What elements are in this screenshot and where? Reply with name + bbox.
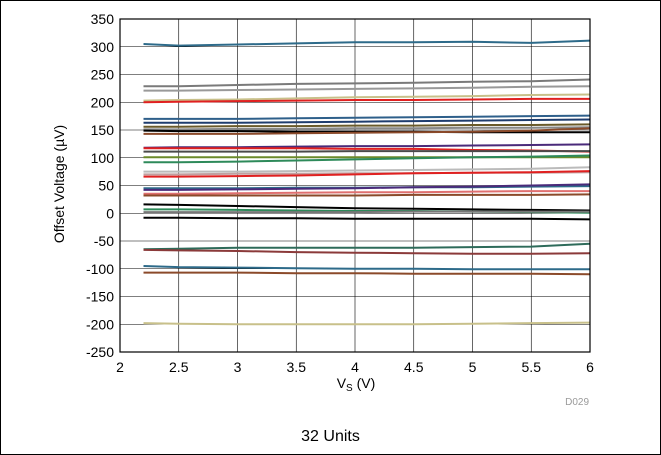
- series-line-21: [143, 183, 591, 191]
- series-line-24: [143, 203, 591, 212]
- y-tick-label: -150: [86, 289, 114, 305]
- y-tick-label: -250: [86, 344, 114, 360]
- series-line-27: [143, 216, 591, 221]
- y-tick-label: 200: [91, 94, 115, 110]
- series-line-31: [143, 271, 591, 276]
- x-axis-label: VS (V): [337, 375, 376, 394]
- x-tick-label: 4.5: [404, 359, 424, 375]
- x-tick-label: 2.5: [169, 359, 189, 375]
- y-tick-label: -200: [86, 316, 114, 332]
- series-line-16: [143, 154, 591, 164]
- series-line-32: [143, 321, 591, 326]
- series-line-9: [143, 126, 591, 131]
- x-tick-label: 3.5: [287, 359, 307, 375]
- figure-code: D029: [565, 397, 589, 408]
- series-line-12: [143, 143, 591, 149]
- x-axis-label-unit: (V): [353, 375, 376, 391]
- plot-area-border: [119, 18, 591, 353]
- y-tick-label: 350: [91, 11, 115, 27]
- series-line-6: [143, 114, 591, 120]
- series-line-17: [143, 166, 591, 173]
- x-axis-label-main: V: [337, 375, 347, 391]
- series-line-7: [143, 118, 591, 124]
- x-tick-label: 6: [586, 359, 594, 375]
- x-tick-label: 3: [234, 359, 242, 375]
- series-line-4: [143, 93, 591, 102]
- x-tick-label: 4: [351, 359, 359, 375]
- series-line-3: [143, 85, 591, 92]
- x-tick-label: 5: [469, 359, 477, 375]
- y-tick-label: -100: [86, 261, 114, 277]
- x-tick-label: 2: [116, 359, 124, 375]
- series-line-2: [143, 78, 591, 88]
- y-tick-label: -50: [94, 233, 114, 249]
- series-line-28: [143, 242, 591, 251]
- series-line-14: [143, 150, 590, 153]
- x-tick-label: 5.5: [522, 359, 542, 375]
- y-tick-label: 0: [106, 205, 114, 221]
- y-tick-label: 250: [91, 67, 115, 83]
- y-tick-labels: 350 300 250 200 150 100 50 0 -50 -100 -150 -200 -250: [86, 11, 114, 360]
- series-line-5: [143, 97, 590, 104]
- series-line-10: [143, 129, 590, 134]
- series-line-29: [143, 248, 591, 255]
- series-line-8: [143, 123, 591, 128]
- y-tick-label: 50: [98, 178, 114, 194]
- series-line-30: [143, 265, 590, 271]
- y-tick-label: 150: [91, 122, 115, 138]
- y-tick-label: 100: [91, 150, 115, 166]
- series-line-26: [143, 210, 590, 214]
- series-line-11: [143, 127, 591, 135]
- series-line-1: [143, 39, 591, 47]
- y-axis-label: Offset Voltage (µV): [51, 125, 67, 243]
- series-line-23: [143, 193, 591, 197]
- series-line-22: [143, 190, 590, 195]
- series-lines: [143, 39, 591, 326]
- x-tick-labels: 2 2.5 3 3.5 4 4.5 5 5.5 6: [116, 359, 594, 375]
- caption: 32 Units: [301, 428, 360, 445]
- x-axis-label-subscript: S: [346, 383, 353, 394]
- series-line-19: [143, 170, 591, 178]
- y-tick-label: 300: [91, 39, 115, 55]
